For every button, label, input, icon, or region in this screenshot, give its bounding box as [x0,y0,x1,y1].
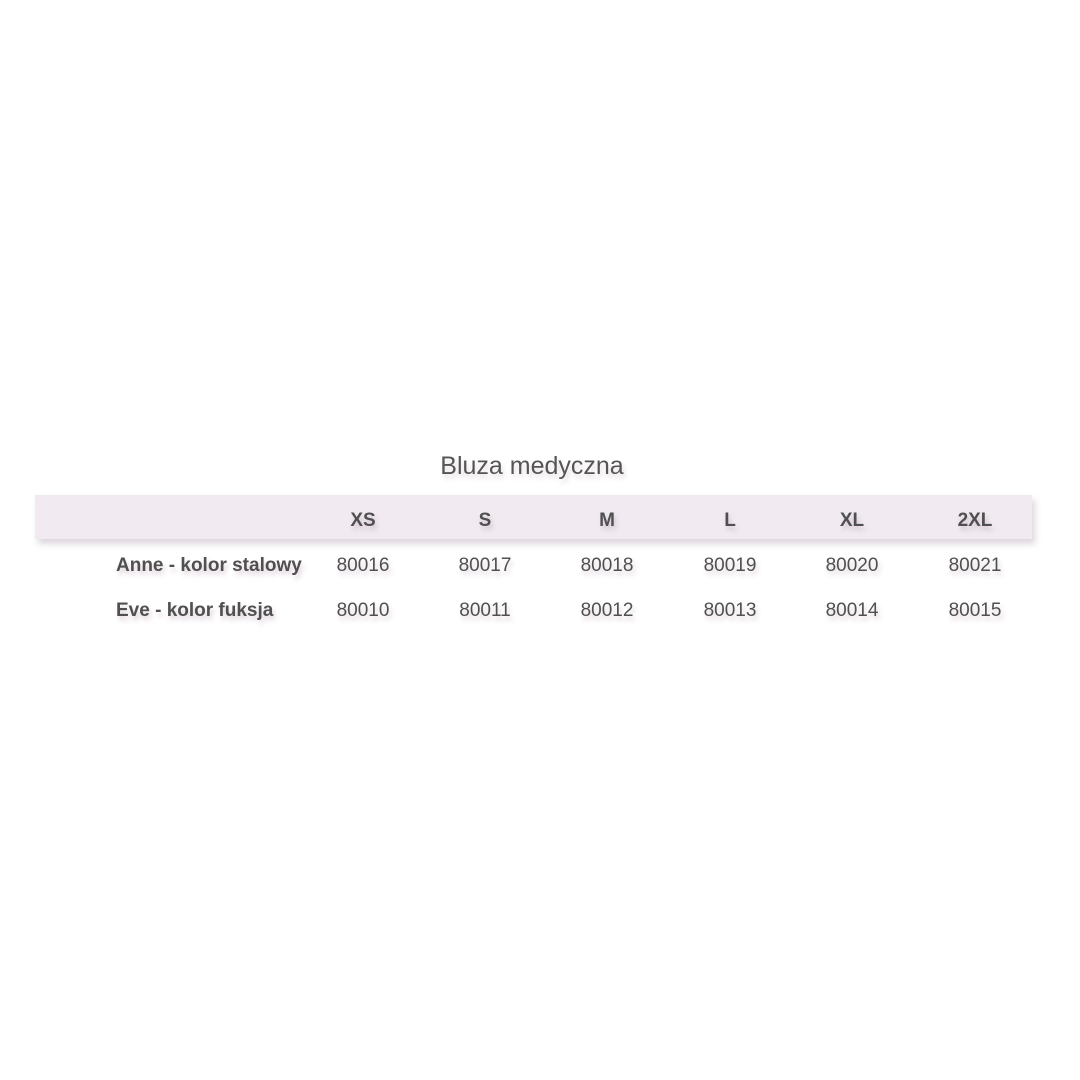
column-header: S [478,510,492,531]
table-cell: 80010 [336,600,390,621]
table-cell: 80011 [459,600,511,621]
table-cell: 80014 [825,600,879,621]
table-cell: 80020 [825,555,879,576]
row-label: Anne - kolor stalowy [116,555,302,576]
column-header: XS [350,510,376,531]
column-header: M [599,510,615,531]
table-header-bar [35,495,1032,539]
table-cell: 80016 [336,555,390,576]
table-cell: 80017 [458,555,512,576]
column-header: 2XL [957,510,993,531]
table-cell: 80019 [703,555,757,576]
table-cell: 80021 [948,555,1002,576]
column-header: XL [839,510,865,531]
table-cell: 80018 [580,555,634,576]
row-label: Eve - kolor fuksja [116,600,274,621]
table-cell: 80015 [948,600,1002,621]
table-cell: 80012 [580,600,634,621]
column-header: L [724,510,736,531]
table-title: Bluza medyczna [440,452,624,480]
table-cell: 80013 [703,600,757,621]
